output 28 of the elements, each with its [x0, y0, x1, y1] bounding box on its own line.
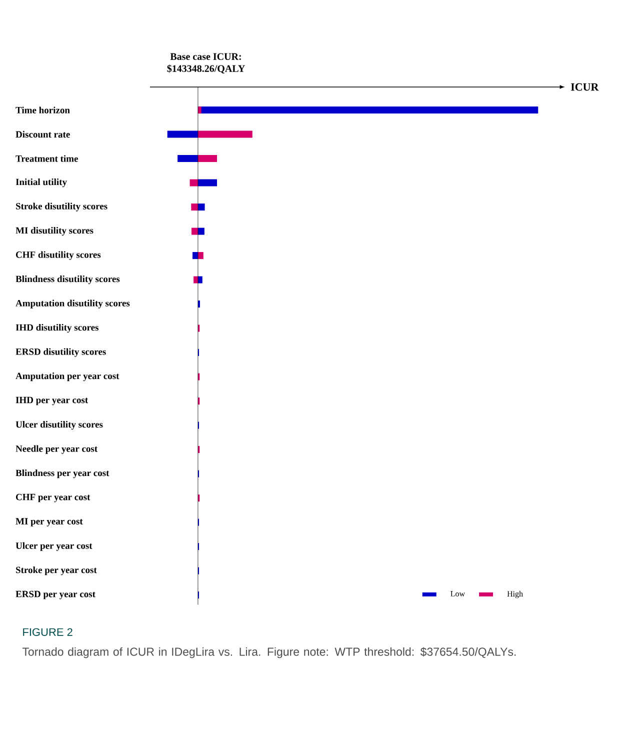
y-tick-label: MI disutility scores: [16, 226, 94, 236]
legend-label: Low: [450, 591, 465, 596]
y-tick-label: Amputation per year cost: [16, 372, 120, 382]
x-axis-title: ICUR: [570, 83, 599, 91]
y-tick-label: Ulcer per year cost: [16, 542, 92, 551]
y-tick-label: Time horizon: [16, 106, 70, 114]
legend-label: High: [507, 590, 523, 598]
y-tick-label: CHF disutility scores: [16, 251, 101, 260]
y-tick-label: Initial utility: [16, 178, 67, 188]
y-tick-label: Blindness disutility scores: [16, 275, 120, 284]
y-tick-label: Stroke disutility scores: [16, 202, 108, 212]
y-tick-label: Discount rate: [16, 130, 70, 138]
y-tick-label: ERSD disutility scores: [16, 348, 106, 357]
y-tick-label: Ulcer disutility scores: [16, 420, 103, 430]
y-tick-label: Treatment time: [16, 155, 78, 162]
y-tick-label: MI per year cost: [16, 518, 83, 526]
text: Base case ICUR:: [170, 53, 241, 60]
y-tick-label: Stroke per year cost: [16, 566, 97, 576]
text: $143348.26/QALY: [167, 64, 245, 74]
y-tick-label: Needle per year cost: [16, 445, 98, 454]
y-tick-label: IHD per year cost: [16, 396, 88, 406]
y-tick-label: IHD disutility scores: [16, 324, 99, 333]
y-tick-label: Amputation disutility scores: [16, 300, 130, 308]
text: Tornado diagram of ICUR in IDegLira vs. Lira. Figure note: WTP threshold: $37654.50/QALYs.: [22, 647, 516, 658]
y-tick-label: ERSD per year cost: [16, 590, 96, 600]
caption: FIGURE 2: [23, 628, 72, 636]
y-tick-label: Blindness per year cost: [16, 469, 110, 478]
y-tick-label: CHF per year cost: [16, 494, 90, 502]
